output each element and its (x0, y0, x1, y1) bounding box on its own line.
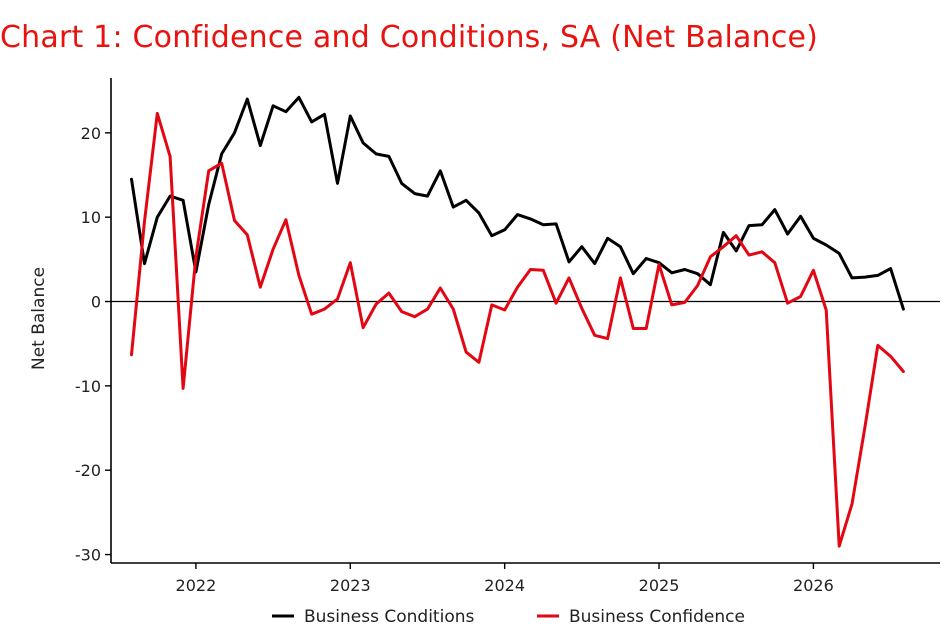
y-tick-label: -20 (75, 461, 101, 480)
x-tick-label: 2024 (484, 576, 525, 595)
y-tick-label: -30 (75, 546, 101, 565)
legend-label-1: Business Confidence (569, 607, 745, 627)
x-tick-label: 2022 (176, 576, 217, 595)
y-tick-label: 0 (91, 293, 101, 312)
y-tick-label: 10 (81, 208, 101, 227)
chart-title: Chart 1: Confidence and Conditions, SA (… (0, 20, 819, 55)
y-tick-label: -10 (75, 377, 101, 396)
y-tick-label: 20 (81, 124, 101, 143)
series-layer (130, 95, 905, 548)
series-line-business-confidence (130, 111, 905, 548)
axes: -30 -20 -10 0 10 20 2022 2023 2024 2025 2026 Net Ba… (29, 78, 940, 595)
x-tick-label: 2025 (639, 576, 680, 595)
y-axis-label: Net Balance (29, 267, 49, 370)
x-tick-label: 2026 (793, 576, 834, 595)
legend: Business Conditions Business Confidence (272, 607, 745, 627)
x-tick-label: 2023 (330, 576, 371, 595)
legend-label-0: Business Conditions (304, 607, 474, 627)
series-line-business-conditions (130, 95, 905, 311)
